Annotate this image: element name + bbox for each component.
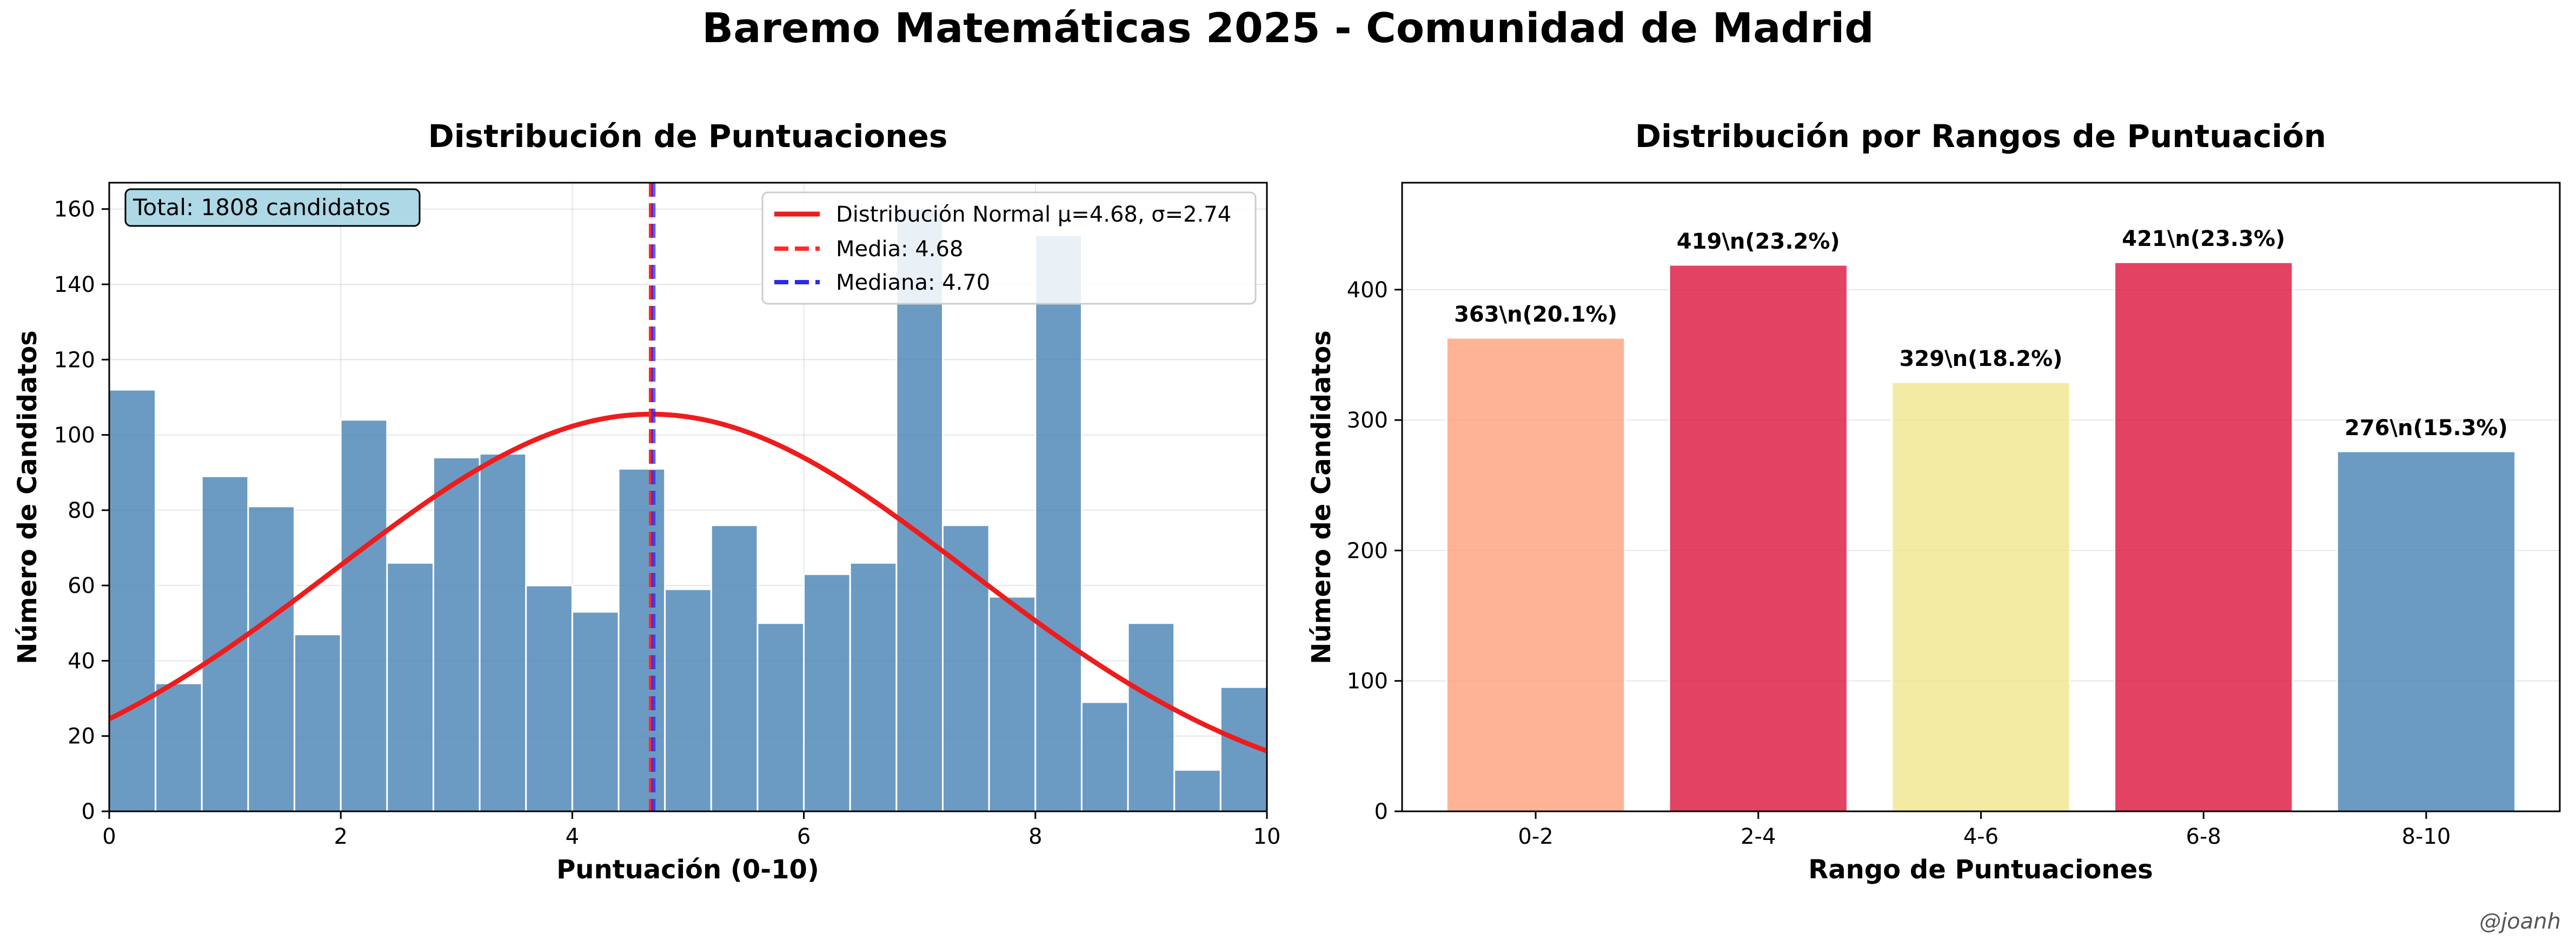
histogram-bar [108, 389, 157, 812]
x-tick-label: 2-4 [1741, 824, 1776, 849]
histogram-bar [340, 419, 388, 812]
range-bar-label: 421\n(23.3%) [2122, 226, 2285, 251]
x-tick-label: 6-8 [2186, 824, 2221, 849]
y-tick-label: 0 [1375, 799, 1388, 824]
x-tick-label: 8 [1028, 824, 1042, 849]
histogram-bar [155, 682, 203, 812]
histogram-bar [479, 452, 527, 812]
range-xlabel: Rango de Puntuaciones [1808, 855, 2153, 885]
range-ylabel: Número de Candidatos [1306, 330, 1337, 664]
x-tick-label: 2 [334, 824, 347, 849]
total-annotation: Total: 1808 candidatos [132, 194, 390, 221]
histogram-frame [108, 182, 1268, 812]
histogram-bar [756, 622, 805, 812]
legend-median-label: Mediana: 4.70 [836, 270, 990, 295]
range-bar [2114, 261, 2294, 812]
y-tick-label: 120 [54, 348, 95, 372]
x-tick-label: 0-2 [1518, 824, 1553, 849]
histogram-bar [386, 562, 434, 812]
histogram-ylabel: Número de Candidatos [12, 330, 43, 664]
range-bar-label: 419\n(23.2%) [1677, 229, 1840, 254]
range-bars [1445, 261, 2517, 812]
figure-title: Baremo Matemáticas 2025 - Comunidad de M… [702, 4, 1874, 52]
histogram-bar [1080, 701, 1129, 812]
histogram-xlabel: Puntuación (0-10) [556, 855, 819, 885]
histogram-bar [942, 524, 990, 812]
range-bar [1668, 264, 1848, 812]
histogram-bar [803, 573, 851, 812]
y-tick-label: 60 [68, 573, 95, 598]
range-bar-labels: 363\n(20.1%) 419\n(23.2%) 329\n(18.2%) 421\… [1454, 226, 2508, 441]
legend-frame [761, 191, 1257, 305]
range-bar-label: 363\n(20.1%) [1454, 302, 1617, 327]
range-chart-title: Distribución por Rangos de Puntuación [1635, 118, 2326, 155]
range-bar-label: 276\n(15.3%) [2345, 416, 2508, 441]
x-tick-label: 4 [566, 824, 579, 849]
histogram-bars [108, 208, 1268, 812]
range-ticks: 0-2 2-4 4-6 6-8 8-10 0 100 200 300 400 [1347, 278, 2451, 849]
y-tick-label: 140 [54, 272, 95, 297]
signature: @joanh [2479, 909, 2561, 934]
y-tick-label: 300 [1347, 408, 1388, 433]
range-bar [2336, 450, 2517, 812]
histogram-bar [201, 475, 249, 812]
histogram-bar [432, 456, 481, 812]
y-tick-label: 160 [54, 197, 95, 222]
histogram-bar [849, 562, 898, 812]
histogram-bar [1127, 622, 1176, 812]
y-tick-label: 400 [1347, 278, 1388, 303]
histogram-bar [988, 596, 1037, 812]
histogram-chart: Distribución de Puntuaciones 0 2 4 6 8 100204… [12, 118, 1280, 885]
histogram-bar [710, 524, 759, 812]
x-tick-label: 6 [797, 824, 811, 849]
x-tick-label: 4-6 [1963, 824, 1999, 849]
range-bar [1445, 337, 1626, 812]
histogram-bar [895, 208, 944, 812]
y-tick-label: 80 [68, 498, 95, 523]
x-tick-label: 10 [1253, 824, 1281, 849]
histogram-bar [1173, 769, 1221, 812]
y-tick-label: 40 [68, 649, 95, 673]
histogram-bar [294, 633, 342, 812]
y-tick-label: 20 [68, 724, 95, 749]
x-tick-label: 8-10 [2402, 824, 2451, 849]
y-tick-label: 100 [1347, 669, 1388, 694]
legend-normal-label: Distribución Normal μ=4.68, σ=2.74 [836, 202, 1231, 227]
range-bar-chart: Distribución por Rangos de Puntuación 36… [1306, 118, 2561, 885]
histogram-bar [247, 505, 296, 812]
histogram-bar [571, 611, 620, 812]
range-bar-label: 329\n(18.2%) [1900, 346, 2063, 371]
histogram-bar [664, 588, 712, 812]
histogram-legend: Distribución Normal μ=4.68, σ=2.74 Media… [761, 191, 1257, 305]
histogram-bar [525, 584, 573, 812]
legend-mean-label: Media: 4.68 [836, 237, 963, 262]
total-annotation-box [124, 188, 421, 227]
x-tick-label: 0 [102, 824, 116, 849]
histogram-title: Distribución de Puntuaciones [428, 118, 948, 155]
range-bar [1891, 381, 2071, 812]
histogram-bar [618, 468, 666, 812]
y-tick-label: 100 [54, 423, 95, 448]
histogram-bar [1034, 234, 1083, 812]
y-tick-label: 200 [1347, 538, 1388, 563]
y-tick-label: 0 [82, 799, 95, 824]
normal-curve [108, 411, 1268, 753]
